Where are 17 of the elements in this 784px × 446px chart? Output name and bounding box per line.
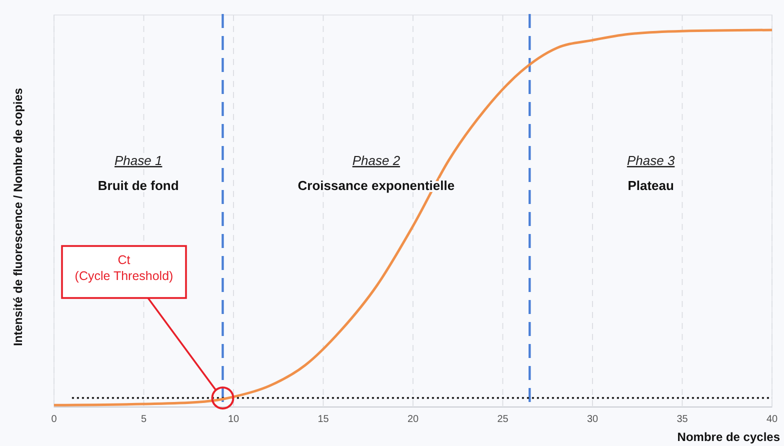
x-tick-label: 0 — [51, 414, 58, 425]
x-tick-label: 40 — [766, 414, 778, 425]
x-tick-label: 35 — [676, 414, 688, 425]
annotation: Phase 1 — [114, 153, 162, 168]
x-tick-label: 30 — [586, 414, 598, 425]
x-axis-title: Nombre de cycles — [677, 430, 780, 444]
annotation: Plateau — [628, 178, 674, 193]
annotation: Ct (Cycle Threshold) — [74, 253, 174, 283]
x-tick-label: 10 — [228, 414, 240, 425]
annotation: Bruit de fond — [98, 178, 179, 193]
annotation: Phase 2 — [352, 153, 401, 168]
annotation: Phase 3 — [626, 153, 676, 168]
x-tick-label: 25 — [497, 414, 509, 425]
x-tick-label: 15 — [318, 414, 330, 425]
x-tick-label: 20 — [407, 414, 419, 425]
x-tick-label: 5 — [140, 414, 147, 425]
y-axis-title: Intensité de fluorescence / Nombre de copies — [11, 88, 25, 346]
